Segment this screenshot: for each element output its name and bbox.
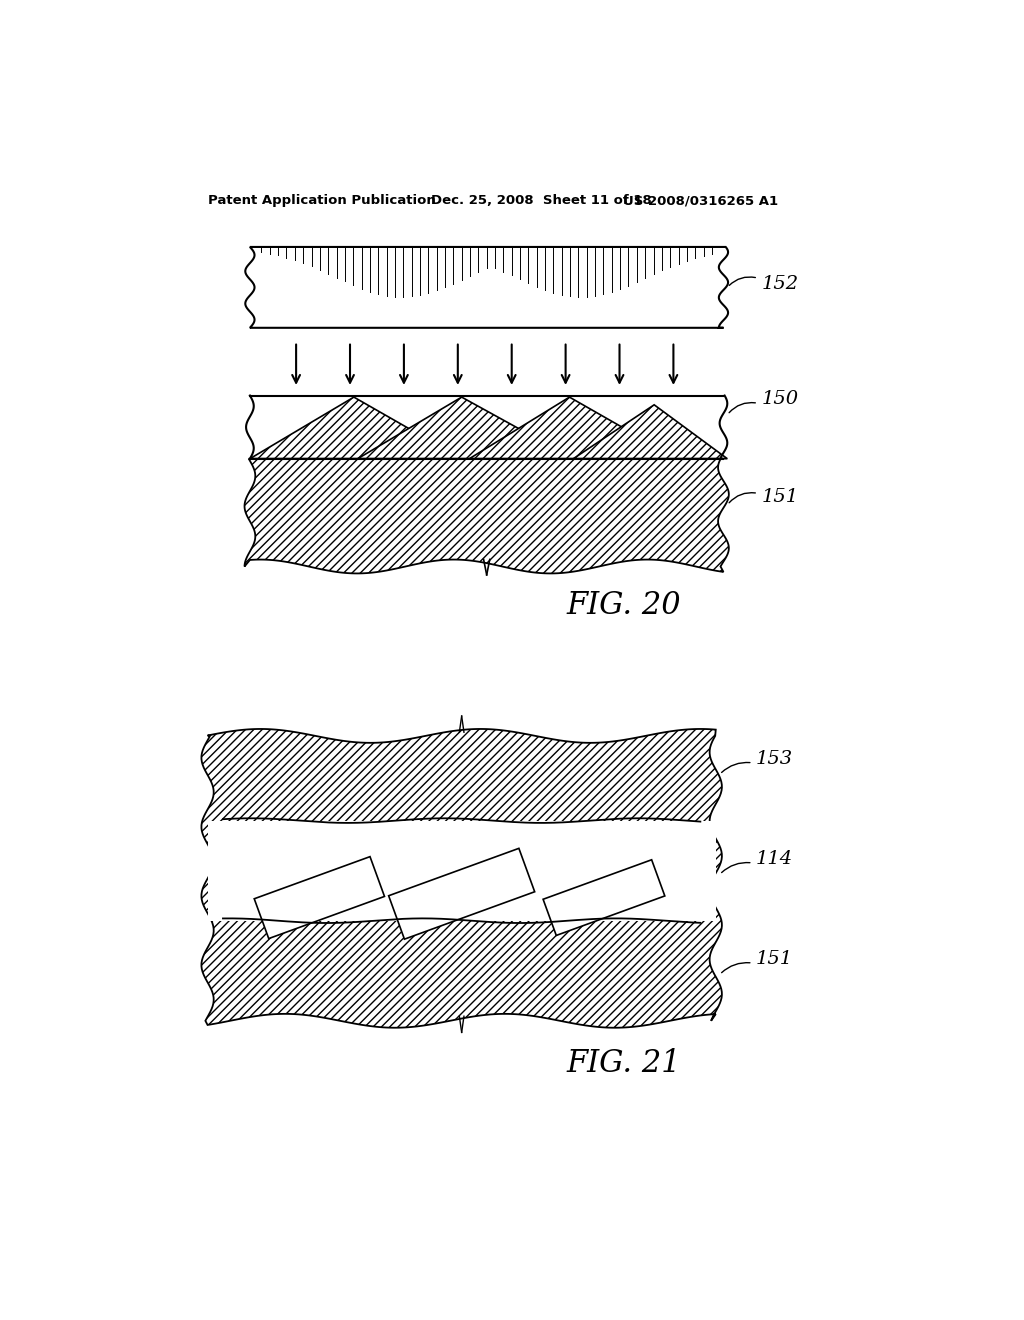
Text: 150: 150 [762,391,799,408]
Bar [208,821,716,921]
Bar [208,821,716,921]
Polygon shape [254,857,384,939]
Text: US 2008/0316265 A1: US 2008/0316265 A1 [624,194,778,207]
Polygon shape [389,849,535,939]
Polygon shape [543,859,665,936]
Polygon shape [246,247,728,327]
Text: 153: 153 [756,750,793,768]
Text: Patent Application Publication: Patent Application Publication [208,194,435,207]
Text: FIG. 20: FIG. 20 [566,590,681,620]
Polygon shape [573,405,727,459]
Polygon shape [245,459,729,573]
Polygon shape [250,397,462,459]
Polygon shape [254,857,384,939]
Text: 151: 151 [762,488,799,506]
Polygon shape [543,859,665,936]
Polygon shape [357,397,573,459]
Text: FIG. 21: FIG. 21 [566,1048,681,1078]
Text: Dec. 25, 2008  Sheet 11 of 18: Dec. 25, 2008 Sheet 11 of 18 [431,194,651,207]
Text: 114: 114 [756,850,793,869]
Text: 151: 151 [756,950,793,968]
Polygon shape [202,729,722,1028]
Polygon shape [389,849,535,939]
Polygon shape [469,397,677,459]
Text: 152: 152 [762,275,799,293]
